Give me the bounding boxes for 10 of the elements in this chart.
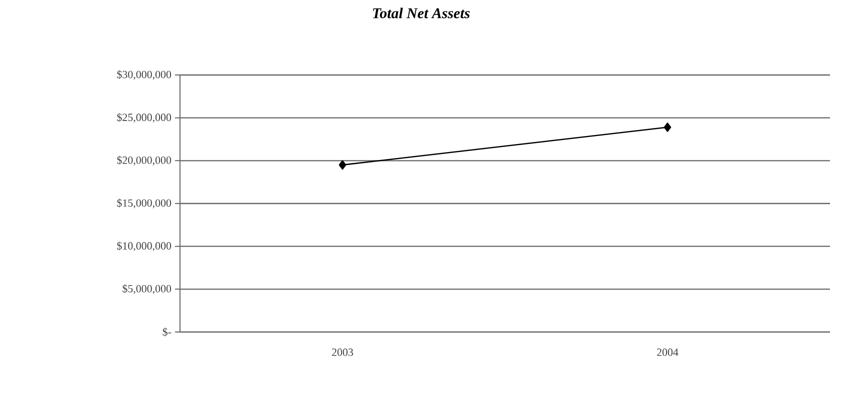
x-tick-label: 2004 bbox=[657, 348, 678, 356]
y-tick-label: $15,000,000 bbox=[117, 198, 172, 208]
y-tick-label: $- bbox=[162, 328, 172, 336]
x-tick-label: 2003 bbox=[332, 348, 354, 356]
y-tick-label: $5,000,000 bbox=[122, 284, 172, 294]
chart-title: Total Net Assets bbox=[372, 8, 470, 18]
y-tick-label: $20,000,000 bbox=[117, 156, 172, 166]
y-tick-label: $10,000,000 bbox=[117, 242, 172, 252]
y-tick-label: $30,000,000 bbox=[117, 70, 172, 80]
y-tick-label: $25,000,000 bbox=[117, 113, 172, 123]
